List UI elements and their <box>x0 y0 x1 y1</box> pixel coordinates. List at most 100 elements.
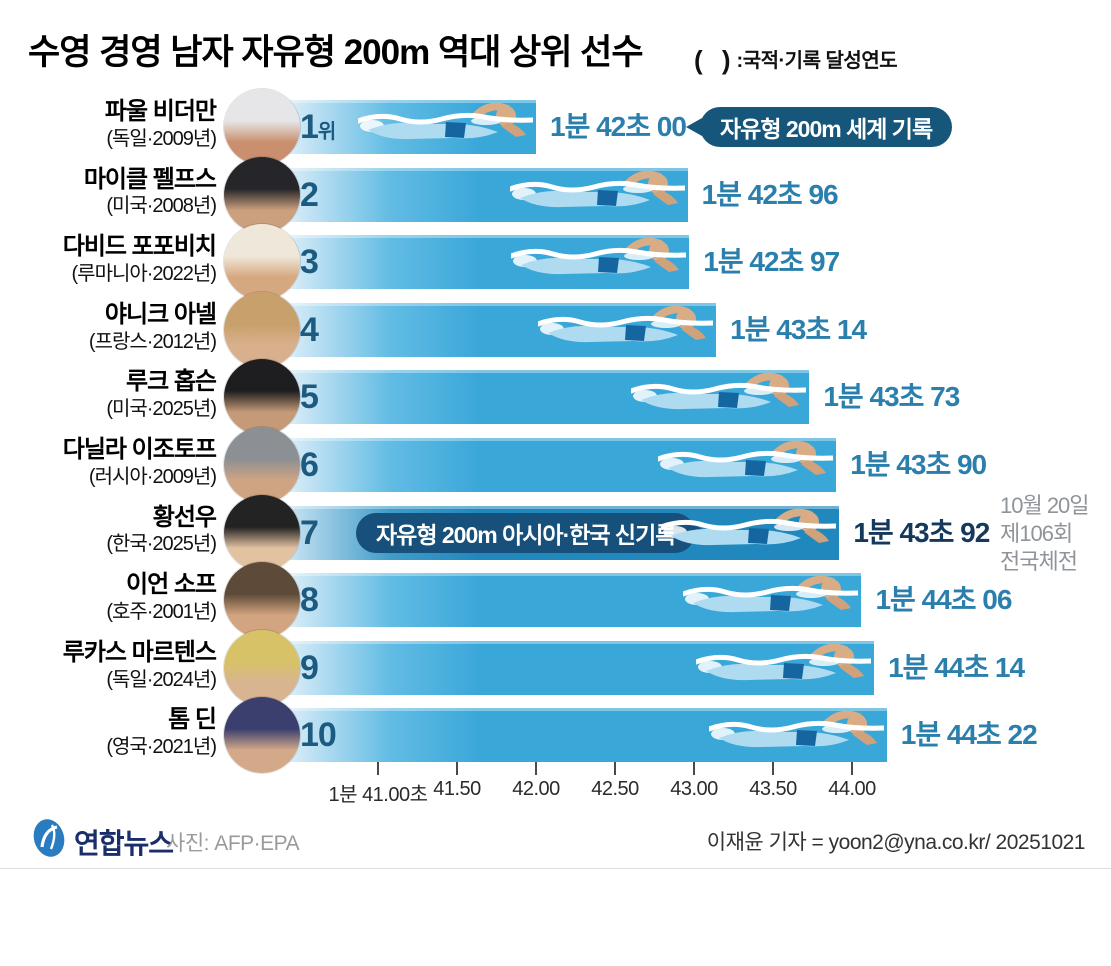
rank-number: 1 <box>300 108 319 146</box>
athlete-photo <box>224 224 300 301</box>
rank-number: 2 <box>300 175 319 214</box>
rank-label: 6 <box>300 438 319 492</box>
legend-parens: ( ) <box>694 45 737 75</box>
record-callout-world: 자유형 200m 세계 기록 <box>685 107 953 147</box>
athlete-name: 톰 딘 <box>168 706 217 734</box>
axis-tick-label: 1분 41.00초 <box>328 784 428 806</box>
athlete-row: 4 야니크 아넬 (프랑스·2012년) 1분 43초 14 <box>0 291 1111 368</box>
athlete-name: 루크 홉슨 <box>126 368 217 396</box>
athlete-row: 7 자유형 200m 아시아·한국 신기록 황선우 (한국·2025년) 1분 43초 … <box>0 493 1111 574</box>
athlete-name-block: 이언 소프 (호주·2001년) <box>0 571 217 624</box>
athlete-name-block: 루크 홉슨 (미국·2025년) <box>0 368 217 421</box>
rank-number: 5 <box>300 378 319 417</box>
axis-tick-label: 43.50 <box>749 778 797 800</box>
athlete-country-year: (루마니아·2022년) <box>71 262 217 285</box>
rank-label: 9 <box>300 641 319 695</box>
axis-tick-mark <box>614 762 616 775</box>
time-label: 1분 42초 00 <box>550 111 687 142</box>
athlete-name: 황선우 <box>152 503 217 531</box>
axis-tick-mark <box>535 762 537 775</box>
rank-label: 10 <box>300 708 337 762</box>
athlete-row: 8 이언 소프 (호주·2001년) 1분 44초 06 <box>0 562 1111 639</box>
footer-divider <box>0 868 1111 869</box>
axis-tick-mark <box>377 762 379 775</box>
rank-suffix: 위 <box>317 121 336 143</box>
athlete-photo <box>224 359 300 436</box>
rank-label: 1위 <box>300 100 336 154</box>
yonhap-logo-icon <box>33 819 65 857</box>
athlete-country-year: (영국·2021년) <box>106 736 217 759</box>
time-label: 1분 43초 14 <box>730 313 867 345</box>
legend-note: ( ):국적·기록 달성연도 <box>694 44 898 76</box>
time-label: 1분 42초 96 <box>701 178 839 210</box>
axis-tick-mark <box>456 762 458 775</box>
athlete-photo <box>224 427 300 503</box>
athlete-name-block: 황선우 (한국·2025년) <box>0 503 217 557</box>
athlete-row: 1위 파울 비더만 (독일·2009년) 1분 42초 00 자유형 200m 세계 기… <box>0 89 1111 165</box>
athlete-country-year: (러시아·2009년) <box>88 465 217 488</box>
rank-number: 3 <box>300 243 319 282</box>
athlete-photo <box>224 89 300 165</box>
athlete-row: 5 루크 홉슨 (미국·2025년) 1분 43초 73 <box>0 359 1111 436</box>
time-label: 1분 43초 92 <box>853 516 990 548</box>
rank-label: 3 <box>300 235 319 289</box>
axis-tick-mark <box>772 762 774 775</box>
record-bar <box>270 640 875 695</box>
athlete-country-year: (호주·2001년) <box>106 600 217 623</box>
rank-label: 2 <box>300 168 319 222</box>
athlete-name: 파울 비더만 <box>104 98 217 125</box>
athlete-photo <box>224 494 300 571</box>
athlete-country-year: (독일·2024년) <box>106 668 217 691</box>
rank-number: 6 <box>300 446 319 484</box>
athlete-photo <box>224 562 300 639</box>
athlete-country-year: (한국·2025년) <box>106 533 217 556</box>
photo-credit: 사진: AFP·EPA <box>166 832 300 855</box>
time-label: 1분 43초 73 <box>823 381 960 413</box>
byline: 이재윤 기자 = yoon2@yna.co.kr/ 20251021 <box>706 831 1086 854</box>
time-label: 1분 44초 14 <box>888 651 1025 683</box>
rank-number: 8 <box>300 581 319 620</box>
athlete-name-block: 루카스 마르텐스 (독일·2024년) <box>0 638 217 692</box>
legend-text: :국적·기록 달성연도 <box>736 50 898 72</box>
rank-label: 7 <box>300 506 319 560</box>
athlete-name: 야니크 아넬 <box>104 300 217 328</box>
time-label: 1분 44초 06 <box>875 584 1012 616</box>
athlete-photo <box>224 629 300 706</box>
axis-tick-label: 41.50 <box>433 778 481 800</box>
axis-tick-label: 44.00 <box>828 778 876 800</box>
athlete-name: 다닐라 이조토프 <box>62 436 217 463</box>
athlete-photo <box>224 291 300 368</box>
rank-number: 4 <box>300 310 319 349</box>
axis-tick-mark <box>851 762 853 775</box>
record-bar <box>270 370 810 425</box>
record-bar <box>270 438 837 492</box>
event-note: 10월 20일 제106회 전국체전 <box>1000 492 1090 574</box>
athlete-name-block: 마이클 펠프스 (미국·2008년) <box>0 166 217 219</box>
time-label: 1분 42초 97 <box>703 246 840 278</box>
rank-label: 5 <box>300 370 319 424</box>
record-bar <box>270 302 717 357</box>
athlete-name-block: 야니크 아넬 (프랑스·2012년) <box>0 300 217 354</box>
record-bar <box>270 708 887 763</box>
athlete-row: 2 마이클 펠프스 (미국·2008년) 1분 42초 96 <box>0 156 1111 233</box>
time-label: 1분 43초 90 <box>850 449 987 480</box>
athlete-name: 이언 소프 <box>126 571 217 599</box>
athlete-country-year: (프랑스·2012년) <box>88 330 217 353</box>
athlete-name-block: 톰 딘 (영국·2021년) <box>0 706 217 759</box>
footer-brand: 연합뉴스 <box>74 828 174 859</box>
athlete-name: 루카스 마르텐스 <box>62 638 217 666</box>
record-bar <box>270 235 690 290</box>
axis-tick-mark <box>693 762 695 775</box>
rank-number: 7 <box>300 513 319 552</box>
axis-tick-label: 42.50 <box>591 778 639 800</box>
record-bar <box>270 573 862 628</box>
rank-number: 9 <box>300 648 319 687</box>
athlete-country-year: (독일·2009년) <box>106 127 217 150</box>
axis-tick-label: 43.00 <box>670 778 718 800</box>
athlete-row: 9 루카스 마르텐스 (독일·2024년) 1분 44초 14 <box>0 629 1111 706</box>
athlete-country-year: (미국·2025년) <box>106 398 217 421</box>
athlete-photo <box>224 156 300 233</box>
athlete-name: 다비드 포포비치 <box>62 233 217 261</box>
record-callout-asia: 자유형 200m 아시아·한국 신기록 <box>356 512 710 553</box>
